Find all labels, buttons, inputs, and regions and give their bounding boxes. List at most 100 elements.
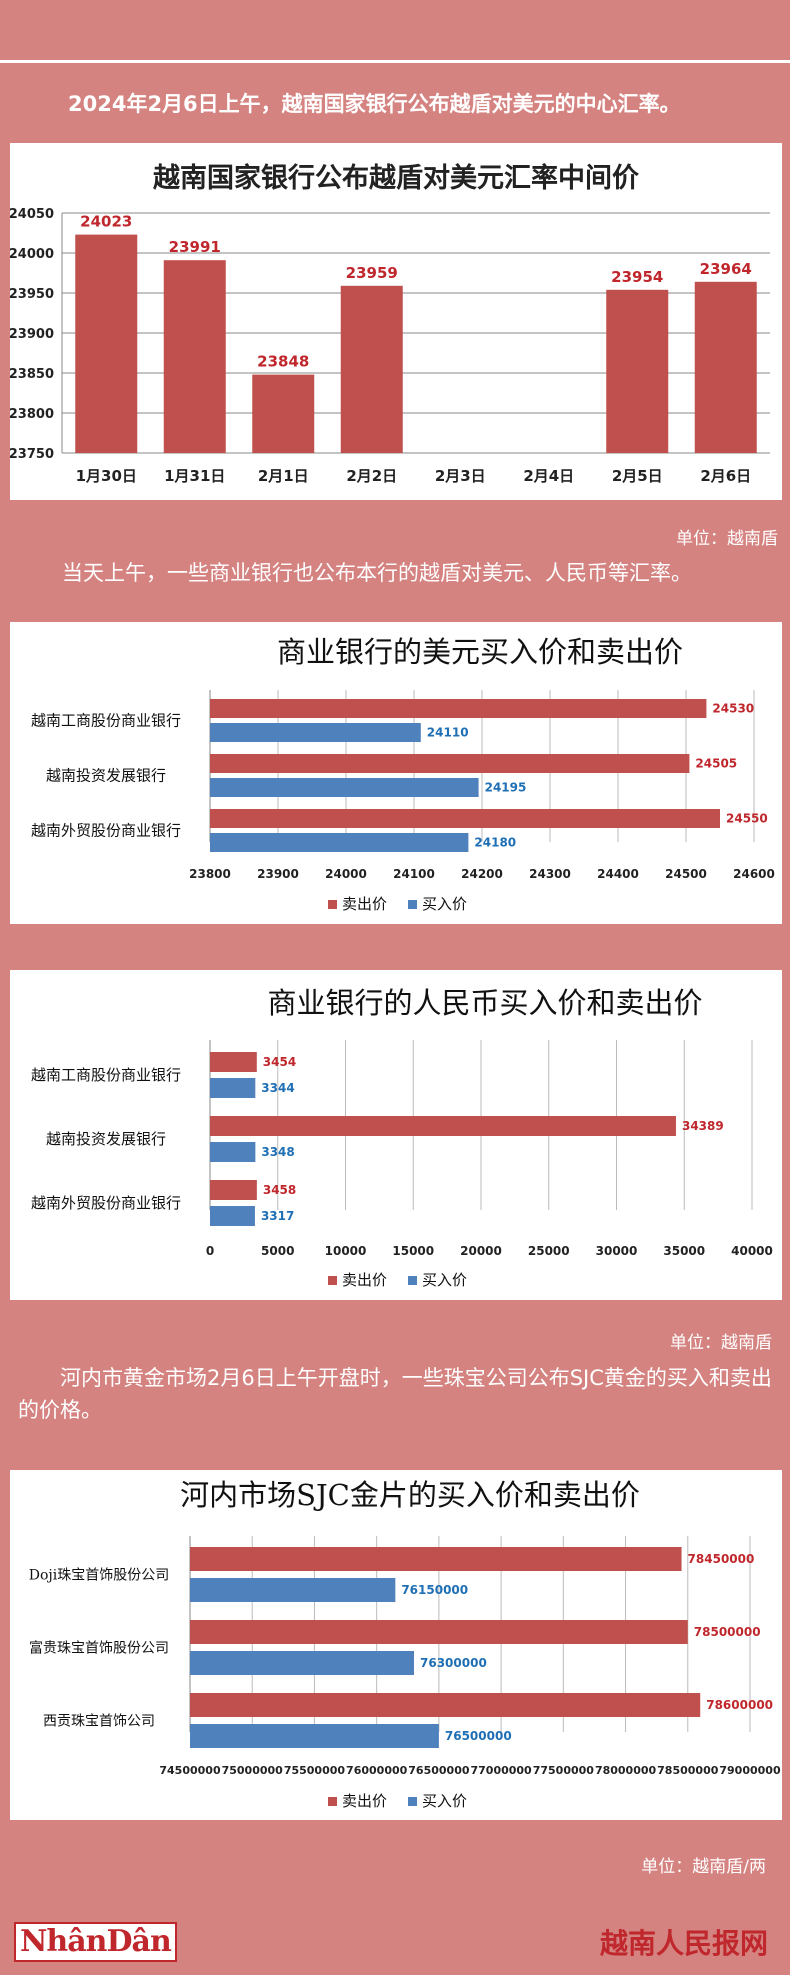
x-tick-label: 2月1日	[258, 467, 309, 485]
legend-swatch	[328, 1797, 337, 1806]
unit-label-1: 单位：越南盾	[676, 529, 778, 549]
category-label: 越南投资发展银行	[46, 767, 166, 785]
data-label: 3348	[261, 1145, 294, 1159]
y-tick-label: 23950	[10, 287, 54, 302]
y-tick-label: 23800	[10, 407, 54, 422]
x-tick-label: 40000	[731, 1244, 773, 1258]
legend-label: 卖出价	[342, 1792, 387, 1810]
bar	[190, 1693, 701, 1717]
data-label: 76300000	[420, 1656, 487, 1670]
x-tick-label: 5000	[261, 1244, 294, 1258]
x-tick-label: 10000	[325, 1244, 367, 1258]
legend-swatch	[408, 1797, 417, 1806]
x-tick-label: 15000	[392, 1244, 434, 1258]
x-tick-label: 76500000	[408, 1764, 470, 1777]
bar	[210, 1052, 257, 1072]
y-tick-label: 23750	[10, 447, 54, 462]
bar	[210, 699, 707, 718]
legend-swatch	[408, 1276, 417, 1285]
bar	[210, 1116, 676, 1136]
x-tick-label: 2月4日	[523, 467, 574, 485]
bar	[190, 1651, 414, 1675]
bar	[163, 260, 226, 453]
data-label: 24195	[485, 781, 527, 795]
unit-label-2: 单位：越南盾	[670, 1333, 772, 1353]
bar	[210, 1180, 257, 1200]
legend-swatch	[408, 900, 417, 909]
data-label: 78450000	[688, 1552, 755, 1566]
top-divider	[0, 60, 790, 63]
x-tick-label: 75000000	[222, 1764, 284, 1777]
data-label: 3317	[261, 1209, 294, 1223]
legend-swatch	[328, 1276, 337, 1285]
legend-label: 买入价	[422, 895, 467, 913]
bar	[190, 1547, 682, 1571]
x-tick-label: 24100	[393, 867, 435, 881]
x-tick-label: 24200	[461, 867, 503, 881]
x-tick-label: 2月5日	[612, 467, 663, 485]
x-tick-label: 24600	[733, 867, 775, 881]
x-tick-label: 78500000	[657, 1764, 719, 1777]
y-tick-label: 24050	[10, 207, 54, 222]
legend-label: 卖出价	[342, 895, 387, 913]
data-label: 23848	[257, 353, 309, 371]
x-tick-label: 79000000	[719, 1764, 781, 1777]
data-label: 78600000	[706, 1698, 773, 1712]
legend-label: 买入价	[422, 1271, 467, 1289]
legend-label: 卖出价	[342, 1271, 387, 1289]
cny-rate-chart: 商业银行的人民币买入价和卖出价 0 5000 10000 15000 20000 25000…	[31, 986, 773, 1289]
x-tick-label: 24300	[529, 867, 571, 881]
data-label: 76150000	[401, 1583, 468, 1597]
x-tick-label: 77000000	[470, 1764, 532, 1777]
data-label: 24180	[474, 836, 516, 850]
legend-label: 买入价	[422, 1792, 467, 1810]
x-tick-label: 2月2日	[346, 467, 397, 485]
y-tick-label: 24000	[10, 247, 54, 262]
bar	[190, 1724, 439, 1748]
bar	[210, 833, 469, 852]
x-tick-label: 35000	[663, 1244, 705, 1258]
central-rate-chart: 越南国家银行公布越盾对美元汇率中间价 23750 23800 23850 23900 23…	[10, 162, 770, 485]
x-tick-label: 30000	[596, 1244, 638, 1258]
bar	[252, 374, 315, 453]
bar	[75, 234, 138, 453]
intro-text-1: 2024年2月6日上午，越南国家银行公布越盾对美元的中心汇率。	[68, 92, 681, 116]
bar	[210, 1078, 256, 1098]
x-tick-label: 0	[206, 1244, 214, 1258]
brand-name[interactable]: 越南人民报网	[599, 1927, 768, 1960]
data-label: 24530	[712, 702, 754, 716]
chart-panel-central-rate: 越南国家银行公布越盾对美元汇率中间价 23750 23800 23850 23900 23…	[10, 143, 782, 500]
nhandan-logo[interactable]: NhânDân	[14, 1922, 177, 1962]
data-label: 23964	[700, 260, 752, 278]
chart-title: 越南国家银行公布越盾对美元汇率中间价	[153, 162, 640, 194]
x-tick-label: 75500000	[284, 1764, 346, 1777]
x-tick-label: 23800	[189, 867, 231, 881]
bar	[210, 1142, 256, 1162]
data-label: 24505	[695, 757, 737, 771]
category-label: 越南投资发展银行	[46, 1130, 166, 1148]
data-label: 23991	[169, 238, 221, 256]
chart-title: 商业银行的美元买入价和卖出价	[277, 635, 683, 669]
chart-title: 河内市场SJC金片的买入价和卖出价	[180, 1478, 640, 1512]
bar	[210, 723, 421, 742]
bar	[210, 778, 479, 797]
data-label: 23954	[611, 268, 663, 286]
category-label: 越南外贸股份商业银行	[31, 1194, 181, 1212]
bar	[210, 809, 720, 828]
intro-text-2: 当天上午，一些商业银行也公布本行的越盾对美元、人民币等汇率。	[62, 561, 692, 585]
category-label: 富贵珠宝首饰股份公司	[29, 1640, 169, 1657]
chart-panel-usd: 商业银行的美元买入价和卖出价 23800 23900 24000 24100 24200 2…	[10, 622, 782, 924]
category-label: Doji珠宝首饰股份公司	[29, 1568, 169, 1584]
x-tick-label: 76000000	[346, 1764, 408, 1777]
data-label: 24550	[726, 812, 768, 826]
x-tick-label: 2月6日	[700, 467, 751, 485]
x-tick-label: 24000	[325, 867, 367, 881]
x-tick-label: 25000	[528, 1244, 570, 1258]
y-tick-label: 23850	[10, 367, 54, 382]
x-tick-label: 24400	[597, 867, 639, 881]
x-tick-label: 77500000	[533, 1764, 595, 1777]
x-tick-label: 1月30日	[76, 467, 137, 485]
x-tick-label: 2月3日	[435, 467, 486, 485]
x-tick-label: 23900	[257, 867, 299, 881]
data-label: 3458	[263, 1183, 296, 1197]
